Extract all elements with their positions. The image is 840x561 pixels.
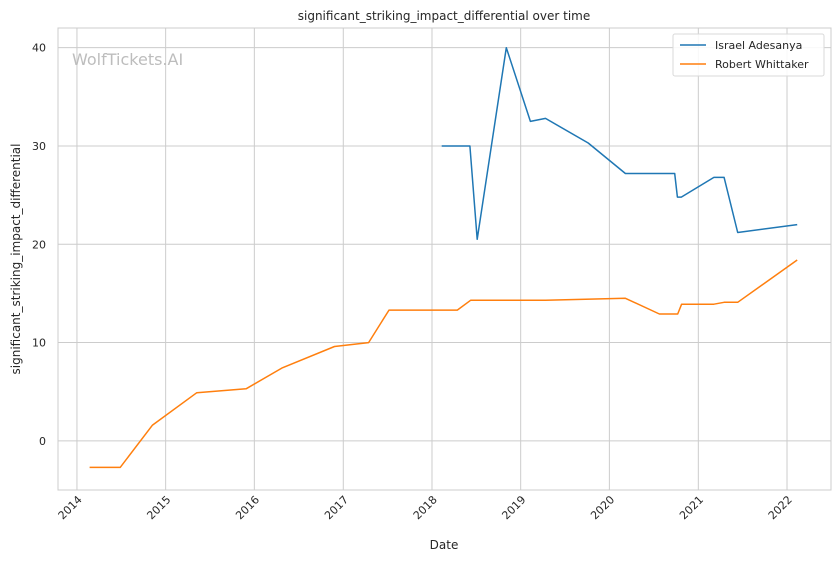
- x-tick-label: 2019: [499, 493, 528, 522]
- legend: Israel Adesanya Robert Whittaker: [672, 33, 825, 77]
- legend-label-israel-adesanya: Israel Adesanya: [715, 39, 802, 52]
- series-line-robert-whittaker: [89, 259, 798, 469]
- legend-box: [672, 33, 825, 77]
- x-tick-label: 2020: [588, 493, 617, 522]
- x-axis-label: Date: [430, 538, 459, 552]
- x-tick-label: 2015: [144, 493, 173, 522]
- y-tick-label: 10: [32, 337, 46, 350]
- legend-label-robert-whittaker: Robert Whittaker: [715, 58, 809, 71]
- x-axis-ticks: 2014 2015 2016 2017 2018 2019 2020 2021 2022: [56, 493, 795, 522]
- series-line-israel-adesanya: [441, 46, 798, 241]
- y-tick-label: 30: [32, 140, 46, 153]
- y-tick-label: 0: [39, 435, 46, 448]
- x-tick-label: 2018: [411, 493, 440, 522]
- y-tick-label: 20: [32, 238, 46, 251]
- chart-title: significant_striking_impact_differential…: [298, 9, 590, 23]
- y-axis-ticks: 0 10 20 30 40: [32, 42, 46, 448]
- x-tick-label: 2017: [322, 493, 351, 522]
- watermark-text: WolfTickets.AI: [72, 50, 183, 69]
- x-tick-label: 2014: [56, 493, 85, 522]
- y-axis-label: significant_striking_impact_differential: [9, 144, 23, 375]
- y-tick-label: 40: [32, 42, 46, 55]
- series-layer: [89, 46, 798, 469]
- x-tick-label: 2016: [233, 493, 262, 522]
- grid: [58, 28, 831, 490]
- x-tick-label: 2022: [766, 493, 795, 522]
- plot-area: [57, 27, 832, 491]
- x-tick-label: 2021: [677, 493, 706, 522]
